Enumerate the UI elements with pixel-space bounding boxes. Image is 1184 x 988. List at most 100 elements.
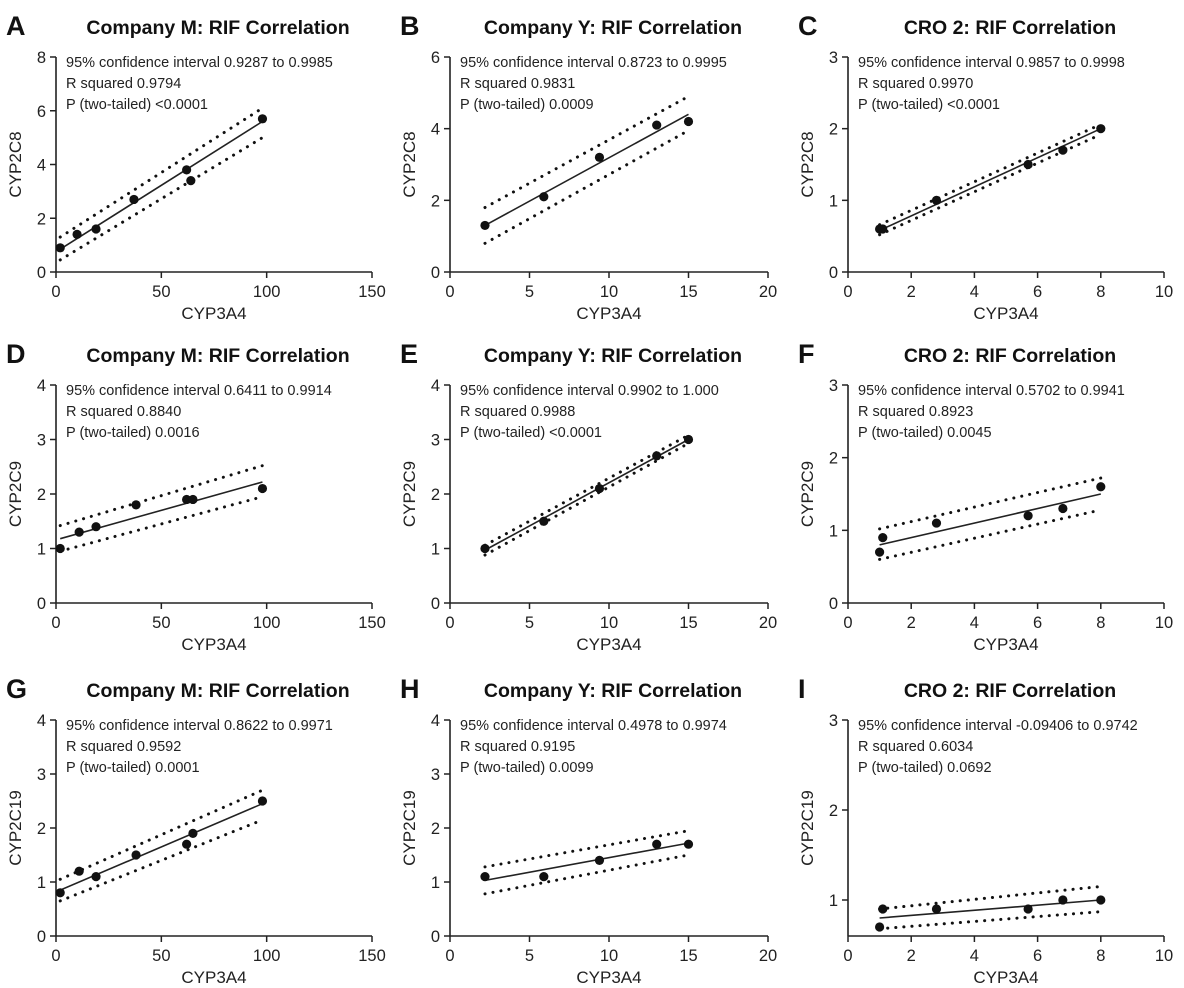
x-tick-label: 5 xyxy=(525,614,534,632)
data-point xyxy=(72,229,82,239)
ci-upper-line xyxy=(878,476,1103,531)
y-tick-label: 1 xyxy=(431,541,440,559)
y-axis-label: CYP2C8 xyxy=(798,131,817,197)
x-tick-label: 100 xyxy=(253,947,281,965)
stats-annotation: 95% confidence interval 0.8723 to 0.9995 xyxy=(460,55,727,71)
x-tick-label: 10 xyxy=(1155,283,1173,301)
x-tick-label: 10 xyxy=(1155,614,1173,632)
x-tick-label: 50 xyxy=(152,947,170,965)
y-tick-label: 3 xyxy=(37,766,46,784)
chart-panel-c: C CRO 2: RIF Correlation 0 2 4 6 8 10 0 1 2 3 CYP3A4… xyxy=(798,11,1173,323)
data-point xyxy=(652,451,662,461)
x-axis-label: CYP3A4 xyxy=(973,635,1038,654)
data-point xyxy=(539,516,549,526)
ci-lower-line xyxy=(483,128,690,245)
data-point xyxy=(878,533,888,543)
data-point xyxy=(131,500,141,510)
y-tick-label: 2 xyxy=(431,820,440,838)
panel-letter: D xyxy=(6,339,26,369)
y-tick-label: 4 xyxy=(37,157,46,175)
x-axis-label: CYP3A4 xyxy=(973,304,1038,323)
chart-panel-g: G Company M: RIF Correlation 0 50 100 150 0 1 2 3… xyxy=(6,674,386,987)
x-tick-label: 100 xyxy=(253,614,281,632)
x-tick-label: 10 xyxy=(1155,947,1173,965)
panel-letter: F xyxy=(798,339,815,369)
x-tick-label: 0 xyxy=(51,947,60,965)
data-point xyxy=(91,522,101,532)
x-axis-label: CYP3A4 xyxy=(576,968,641,987)
stats-annotation: P (two-tailed) 0.0045 xyxy=(858,425,992,441)
ci-lower-line xyxy=(878,132,1103,237)
y-axis-label: CYP2C9 xyxy=(6,461,25,527)
x-axis-label: CYP3A4 xyxy=(576,635,641,654)
y-axis-label: CYP2C19 xyxy=(6,790,25,866)
y-tick-label: 3 xyxy=(829,712,838,730)
stats-annotation: P (two-tailed) <0.0001 xyxy=(460,425,602,441)
panel-letter: E xyxy=(400,339,418,369)
y-tick-label: 3 xyxy=(829,49,838,67)
x-tick-label: 0 xyxy=(445,947,454,965)
data-point xyxy=(257,483,268,494)
x-tick-label: 2 xyxy=(907,614,916,632)
data-point xyxy=(1023,904,1033,914)
data-point xyxy=(480,543,490,554)
panel-letter: C xyxy=(798,11,818,41)
x-axis-label: CYP3A4 xyxy=(181,968,246,987)
y-tick-label: 4 xyxy=(37,377,46,395)
x-axis-label: CYP3A4 xyxy=(973,968,1038,987)
regression-line xyxy=(879,493,1101,546)
x-axis-label: CYP3A4 xyxy=(576,304,641,323)
data-point xyxy=(1058,145,1068,155)
chart-panel-f: F CRO 2: RIF Correlation 0 2 4 6 8 10 0 1 2 3 CYP3A4… xyxy=(798,339,1173,654)
x-tick-label: 6 xyxy=(1033,283,1042,301)
data-point xyxy=(652,120,662,130)
ci-lower-line xyxy=(58,136,264,262)
data-point xyxy=(875,547,885,557)
data-point xyxy=(1023,511,1033,521)
x-tick-label: 100 xyxy=(253,283,281,301)
y-tick-label: 4 xyxy=(431,121,440,139)
data-point xyxy=(55,543,65,554)
y-tick-label: 1 xyxy=(37,541,46,559)
y-axis-label: CYP2C8 xyxy=(400,131,419,197)
stats-annotation: 95% confidence interval 0.4978 to 0.9974 xyxy=(460,718,727,734)
stats-annotation: R squared 0.9988 xyxy=(460,404,575,420)
y-tick-label: 0 xyxy=(431,595,440,613)
data-point xyxy=(931,904,942,914)
stats-annotation: P (two-tailed) 0.0099 xyxy=(460,760,594,776)
stats-annotation: 95% confidence interval 0.8622 to 0.9971 xyxy=(66,718,333,734)
regression-line xyxy=(59,481,263,540)
panel-letter: A xyxy=(6,11,26,41)
chart-title: Company M: RIF Correlation xyxy=(86,17,349,39)
y-tick-label: 3 xyxy=(37,432,46,450)
y-tick-label: 2 xyxy=(431,486,440,504)
y-tick-label: 2 xyxy=(37,210,46,228)
x-tick-label: 5 xyxy=(525,283,534,301)
data-point xyxy=(74,866,84,876)
y-tick-label: 0 xyxy=(37,928,46,946)
stats-annotation: R squared 0.9195 xyxy=(460,739,575,755)
y-axis-label: CYP2C8 xyxy=(6,131,25,197)
ci-lower-line xyxy=(58,818,264,903)
y-tick-label: 6 xyxy=(431,49,440,67)
data-point xyxy=(652,839,662,849)
x-tick-label: 2 xyxy=(907,283,916,301)
x-tick-label: 5 xyxy=(525,947,534,965)
stats-annotation: 95% confidence interval 0.9287 to 0.9985 xyxy=(66,55,333,71)
x-tick-label: 15 xyxy=(679,283,697,301)
data-point xyxy=(931,518,942,528)
regression-line xyxy=(484,842,689,882)
stats-annotation: 95% confidence interval 0.6411 to 0.9914 xyxy=(66,383,332,399)
stats-annotation: 95% confidence interval 0.9902 to 1.000 xyxy=(460,383,719,399)
stats-annotation: 95% confidence interval -0.09406 to 0.97… xyxy=(858,718,1138,734)
chart-panel-e: E Company Y: RIF Correlation 0 5 10 15 20 0 1 2 3 4… xyxy=(400,339,777,654)
ci-upper-line xyxy=(58,464,264,528)
x-tick-label: 150 xyxy=(358,283,386,301)
y-tick-label: 3 xyxy=(829,377,838,395)
x-tick-label: 150 xyxy=(358,614,386,632)
data-point xyxy=(188,828,198,839)
data-point xyxy=(480,872,490,882)
panel-letter: I xyxy=(798,674,806,704)
ci-lower-line xyxy=(878,508,1103,561)
